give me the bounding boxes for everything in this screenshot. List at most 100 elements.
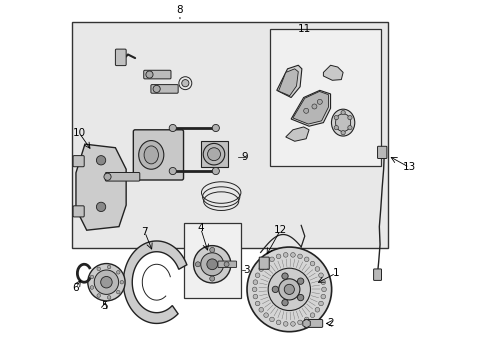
Ellipse shape [144,146,158,164]
Circle shape [201,253,223,276]
Circle shape [263,261,268,266]
Circle shape [153,85,160,93]
Polygon shape [276,65,301,98]
Circle shape [90,286,94,289]
Circle shape [283,252,287,257]
Circle shape [269,257,274,262]
Circle shape [318,273,323,278]
Bar [183,223,241,298]
Circle shape [224,262,228,267]
Circle shape [320,294,325,299]
Polygon shape [123,241,186,323]
Polygon shape [76,144,126,230]
Circle shape [182,80,188,87]
Ellipse shape [335,114,350,132]
FancyBboxPatch shape [133,130,183,180]
Circle shape [347,126,351,130]
Circle shape [347,116,351,120]
Circle shape [283,321,287,326]
Text: 13: 13 [402,162,415,172]
Circle shape [145,71,153,78]
Circle shape [259,307,263,312]
FancyBboxPatch shape [373,269,381,280]
Circle shape [297,294,303,301]
Circle shape [193,246,230,283]
Ellipse shape [139,140,163,169]
Circle shape [209,276,214,281]
Circle shape [255,273,260,278]
Circle shape [96,202,105,212]
Circle shape [104,173,111,180]
Circle shape [120,280,123,284]
Circle shape [314,267,319,271]
Polygon shape [323,65,343,80]
Circle shape [90,275,94,279]
Circle shape [290,321,295,326]
Circle shape [269,317,274,322]
Circle shape [340,131,345,135]
Text: 9: 9 [241,152,247,162]
Circle shape [284,284,294,294]
Circle shape [314,307,319,312]
Circle shape [116,290,120,294]
FancyBboxPatch shape [105,172,140,181]
Text: 2: 2 [326,319,333,328]
FancyBboxPatch shape [304,319,322,327]
Circle shape [253,280,257,284]
FancyBboxPatch shape [115,49,126,66]
Text: 11: 11 [298,24,311,35]
Circle shape [304,257,308,262]
Circle shape [321,287,325,292]
Circle shape [272,286,278,293]
Text: 8: 8 [176,5,183,19]
Text: 1: 1 [332,268,339,278]
FancyBboxPatch shape [377,146,386,158]
Circle shape [94,270,119,294]
Circle shape [206,259,217,270]
Text: 12: 12 [273,225,286,235]
Circle shape [252,287,256,292]
Text: 10: 10 [73,129,86,138]
Circle shape [267,268,310,311]
Circle shape [303,108,308,113]
Circle shape [97,294,101,297]
Circle shape [320,280,325,284]
Circle shape [246,247,331,332]
FancyBboxPatch shape [151,85,178,93]
Circle shape [209,247,214,252]
Circle shape [333,126,338,130]
FancyBboxPatch shape [73,156,84,167]
Circle shape [195,262,200,267]
Circle shape [255,301,260,306]
Text: 6: 6 [73,283,79,293]
Circle shape [309,261,314,266]
Circle shape [333,116,338,120]
Polygon shape [290,90,330,126]
Circle shape [290,252,295,257]
Polygon shape [278,69,298,96]
Circle shape [276,254,281,259]
FancyBboxPatch shape [73,206,84,217]
FancyBboxPatch shape [218,261,236,267]
Text: 3: 3 [243,265,249,275]
Text: 5: 5 [101,301,108,311]
FancyBboxPatch shape [259,257,269,269]
Circle shape [212,167,219,175]
Circle shape [276,320,281,325]
Circle shape [318,301,323,306]
Circle shape [203,143,224,165]
Circle shape [116,270,120,274]
Circle shape [207,148,220,161]
Circle shape [96,156,105,165]
Circle shape [297,320,302,325]
Ellipse shape [331,109,354,136]
Circle shape [281,300,287,306]
Circle shape [97,267,101,271]
Circle shape [107,265,111,269]
Circle shape [253,294,257,299]
Circle shape [263,313,268,318]
Circle shape [317,99,322,104]
Circle shape [278,279,299,300]
Bar [201,140,228,167]
Circle shape [304,317,308,322]
